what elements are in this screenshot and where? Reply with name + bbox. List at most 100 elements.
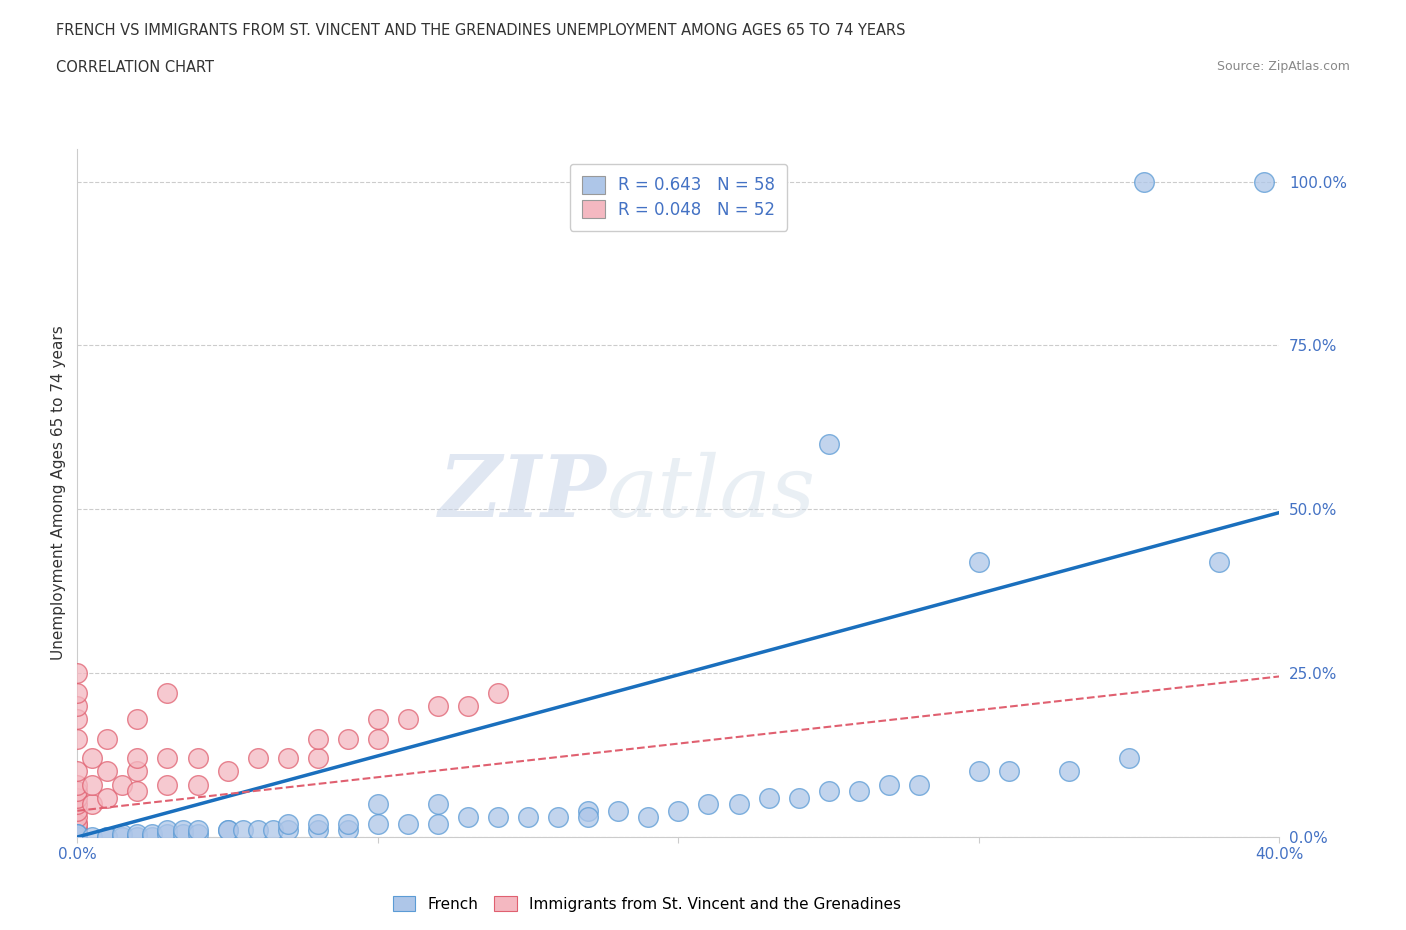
Point <box>576 804 599 818</box>
Point <box>66 830 89 844</box>
Point <box>848 784 870 799</box>
Point <box>367 731 389 746</box>
Point <box>697 797 720 812</box>
Point <box>367 817 389 831</box>
Point <box>66 823 89 838</box>
Point <box>817 784 839 799</box>
Point <box>817 436 839 451</box>
Point <box>262 823 284 838</box>
Point <box>66 830 89 844</box>
Point <box>66 826 89 841</box>
Text: atlas: atlas <box>606 452 815 534</box>
Point <box>66 826 89 841</box>
Point <box>66 666 89 681</box>
Point <box>307 751 329 765</box>
Point <box>967 554 990 569</box>
Point <box>637 810 659 825</box>
Point <box>111 830 134 844</box>
Point <box>1208 554 1230 569</box>
Point <box>127 764 149 779</box>
Point <box>82 830 104 844</box>
Point <box>547 810 569 825</box>
Point <box>576 810 599 825</box>
Y-axis label: Unemployment Among Ages 65 to 74 years: Unemployment Among Ages 65 to 74 years <box>51 326 66 660</box>
Point <box>66 731 89 746</box>
Point <box>156 823 179 838</box>
Point <box>156 826 179 841</box>
Point <box>967 764 990 779</box>
Legend: French, Immigrants from St. Vincent and the Grenadines: French, Immigrants from St. Vincent and … <box>387 889 907 918</box>
Point <box>787 790 810 805</box>
Point <box>156 751 179 765</box>
Point <box>127 784 149 799</box>
Point <box>246 823 269 838</box>
Point <box>66 830 89 844</box>
Point <box>232 823 254 838</box>
Point <box>727 797 749 812</box>
Point <box>668 804 690 818</box>
Point <box>66 797 89 812</box>
Point <box>66 777 89 792</box>
Point <box>96 764 118 779</box>
Point <box>141 830 163 844</box>
Point <box>66 790 89 805</box>
Point <box>172 823 194 838</box>
Point <box>127 826 149 841</box>
Point <box>66 711 89 726</box>
Point <box>111 777 134 792</box>
Point <box>367 797 389 812</box>
Point <box>66 826 89 841</box>
Point <box>186 751 209 765</box>
Point <box>186 826 209 841</box>
Text: Source: ZipAtlas.com: Source: ZipAtlas.com <box>1216 60 1350 73</box>
Point <box>307 731 329 746</box>
Point <box>486 685 509 700</box>
Point <box>66 830 89 844</box>
Point <box>66 817 89 831</box>
Point <box>96 830 118 844</box>
Point <box>96 731 118 746</box>
Point <box>457 810 479 825</box>
Point <box>66 830 89 844</box>
Point <box>66 823 89 838</box>
Point <box>758 790 780 805</box>
Point <box>96 830 118 844</box>
Point <box>66 810 89 825</box>
Point <box>127 711 149 726</box>
Point <box>127 830 149 844</box>
Point <box>66 830 89 844</box>
Point <box>66 764 89 779</box>
Point <box>396 817 419 831</box>
Point <box>1057 764 1080 779</box>
Point <box>66 698 89 713</box>
Point <box>427 797 450 812</box>
Point <box>111 826 134 841</box>
Point <box>66 685 89 700</box>
Point <box>66 804 89 818</box>
Legend: R = 0.643   N = 58, R = 0.048   N = 52: R = 0.643 N = 58, R = 0.048 N = 52 <box>569 164 787 231</box>
Point <box>1253 174 1275 189</box>
Point <box>66 830 89 844</box>
Point <box>217 823 239 838</box>
Point <box>998 764 1021 779</box>
Point <box>336 823 359 838</box>
Point <box>156 685 179 700</box>
Point <box>82 751 104 765</box>
Text: FRENCH VS IMMIGRANTS FROM ST. VINCENT AND THE GRENADINES UNEMPLOYMENT AMONG AGES: FRENCH VS IMMIGRANTS FROM ST. VINCENT AN… <box>56 23 905 38</box>
Point <box>427 817 450 831</box>
Point <box>336 731 359 746</box>
Point <box>96 790 118 805</box>
Point <box>877 777 900 792</box>
Point <box>82 777 104 792</box>
Point <box>517 810 540 825</box>
Point <box>277 823 299 838</box>
Point <box>367 711 389 726</box>
Point <box>307 823 329 838</box>
Text: CORRELATION CHART: CORRELATION CHART <box>56 60 214 75</box>
Point <box>66 817 89 831</box>
Point <box>246 751 269 765</box>
Point <box>457 698 479 713</box>
Point <box>66 830 89 844</box>
Point <box>908 777 931 792</box>
Point <box>66 826 89 841</box>
